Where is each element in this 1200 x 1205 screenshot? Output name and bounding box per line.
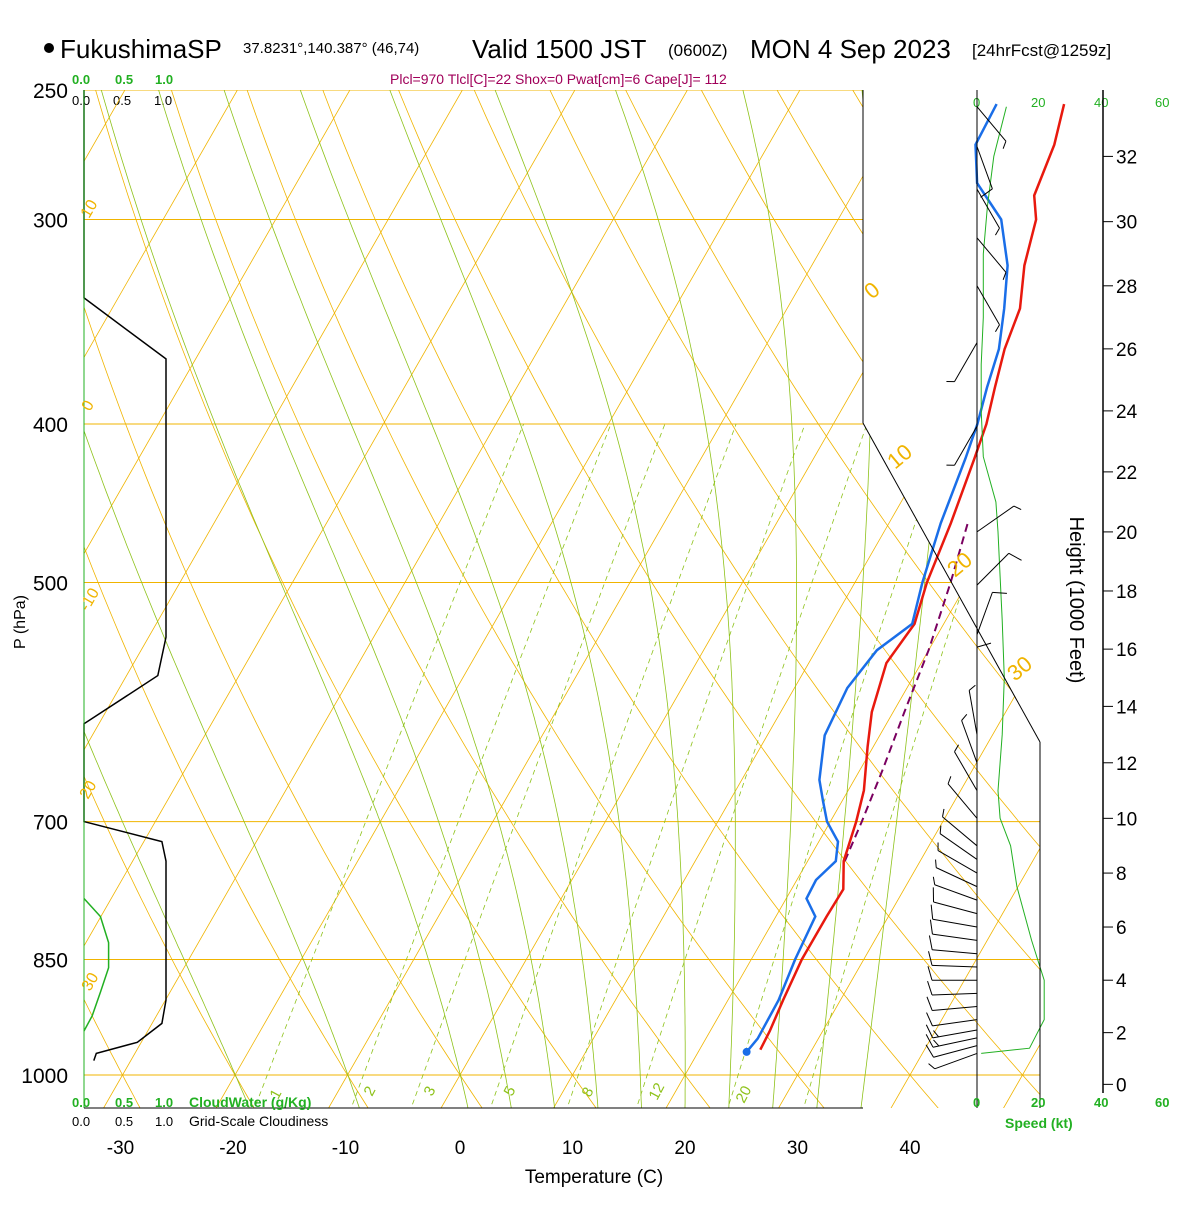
height-axis-title: Height (1000 Feet) [1065,517,1087,684]
cloudiness-top-tick-0: 0.0 [72,93,90,108]
temperature-tick-20: 20 [674,1138,695,1159]
station-name: FukushimaSP [60,34,222,64]
temperature-tick--30: -30 [107,1138,134,1159]
surface-dewpoint-point [743,1048,751,1056]
temperature-tick--20: -20 [219,1138,246,1159]
cloudwater-top-tick-0: 0.0 [72,72,90,87]
speed-top-tick-1: 20 [1031,95,1045,110]
temperature-tick-30: 30 [787,1138,808,1159]
sounding-indices: Plcl=970 Tlcl[C]=22 Shox=0 Pwat[cm]=6 Ca… [390,71,727,87]
valid-date: MON 4 Sep 2023 [750,34,951,64]
pressure-axis-title: P (hPa) [12,595,29,649]
cloudwater-top-tick-2: 1.0 [155,72,173,87]
height-tick-12: 12 [1116,754,1137,775]
temperature-tick-10: 10 [562,1138,583,1159]
height-tick-2: 2 [1116,1024,1127,1045]
pressure-tick-500: 500 [33,573,68,596]
valid-utc: (0600Z) [668,41,728,60]
height-tick-32: 32 [1116,147,1137,168]
height-tick-0: 0 [1116,1075,1127,1096]
height-tick-22: 22 [1116,463,1137,484]
height-tick-24: 24 [1116,402,1138,423]
cloudwater-bottom-tick-0: 0.0 [72,1095,90,1110]
height-tick-4: 4 [1116,971,1127,992]
speed-legend-label: Speed (kt) [1005,1115,1073,1131]
cloudwater-legend-label: CloudWater (g/Kg) [189,1094,311,1110]
wind-barb-flag-14 [936,860,937,868]
cloudwater-top-tick-1: 0.5 [115,72,133,87]
height-tick-20: 20 [1116,523,1137,544]
temperature-tick-0: 0 [455,1138,466,1159]
pressure-tick-700: 700 [33,812,68,835]
speed-bottom-tick-3: 60 [1155,1095,1169,1110]
station-dot-icon [44,43,54,53]
height-tick-28: 28 [1116,277,1137,298]
temperature-tick-40: 40 [899,1138,920,1159]
pressure-tick-850: 850 [33,950,68,973]
height-tick-8: 8 [1116,864,1127,885]
pressure-tick-250: 250 [33,80,68,103]
height-tick-18: 18 [1116,582,1137,603]
pressure-tick-300: 300 [33,210,68,233]
temperature-tick--10: -10 [332,1138,359,1159]
speed-bottom-tick-1: 20 [1031,1095,1045,1110]
pressure-tick-400: 400 [33,414,68,437]
valid-time: Valid 1500 JST [472,34,647,64]
height-tick-10: 10 [1116,809,1137,830]
speed-bottom-tick-2: 40 [1094,1095,1108,1110]
forecast-info: [24hrFcst@1259z] [972,41,1111,60]
cloudiness-bottom-tick-2: 1.0 [155,1114,173,1129]
cloudwater-bottom-tick-1: 0.5 [115,1095,133,1110]
station-coords: 37.8231°,140.387° (46,74) [243,40,419,57]
pressure-tick-1000: 1000 [21,1065,68,1088]
speed-top-tick-2: 40 [1094,95,1108,110]
height-tick-6: 6 [1116,918,1127,939]
speed-top-tick-3: 60 [1155,95,1169,110]
cloudiness-legend-label: Grid-Scale Cloudiness [189,1113,328,1129]
height-tick-16: 16 [1116,640,1137,661]
height-tick-14: 14 [1116,697,1138,718]
cloudwater-bottom-tick-2: 1.0 [155,1095,173,1110]
speed-bottom-tick-0: 0 [973,1095,980,1110]
height-tick-30: 30 [1116,213,1137,234]
cloudiness-bottom-tick-1: 0.5 [115,1114,133,1129]
temperature-axis-title: Temperature (C) [525,1167,663,1188]
height-tick-26: 26 [1116,340,1137,361]
cloudiness-bottom-tick-0: 0.0 [72,1114,90,1129]
